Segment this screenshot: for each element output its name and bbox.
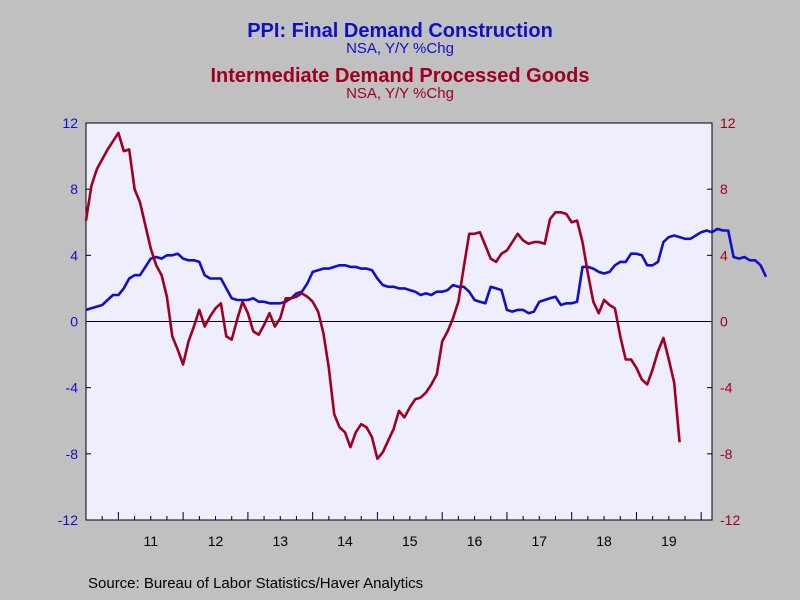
x-tick-label: 14 [337,533,353,549]
y-tick-label-left: 0 [70,314,78,330]
y-tick-label-right: 0 [720,314,728,330]
chart-subtitle-2: NSA, Y/Y %Chg [346,85,454,102]
x-tick-label: 19 [661,533,677,549]
y-tick-label-left: -12 [58,512,78,528]
y-tick-label-left: 8 [70,181,78,197]
y-tick-label-left: 4 [70,247,78,263]
chart-title-1: PPI: Final Demand Construction [247,20,553,42]
source-note: Source: Bureau of Labor Statistics/Haver… [88,575,424,592]
x-tick-label: 16 [467,533,483,549]
chart-title-2: Intermediate Demand Processed Goods [210,65,590,87]
series-line-processed-goods [84,131,681,461]
y-tick-label-right: -8 [720,446,733,462]
y-tick-label-right: 4 [720,247,728,263]
x-tick-label: 18 [596,533,612,549]
y-tick-label-right: 8 [720,181,728,197]
x-tick-label: 12 [208,533,224,549]
series-line-construction [85,227,768,315]
x-tick-label: 17 [532,533,548,549]
y-tick-label-left: -8 [66,446,79,462]
chart-subtitle-1: NSA, Y/Y %Chg [346,40,454,57]
y-tick-label-right: -4 [720,380,733,396]
y-tick-label-left: 12 [62,115,78,131]
x-tick-label: 11 [143,533,158,549]
x-tick-label: 15 [402,533,418,549]
y-tick-label-right: 12 [720,115,736,131]
y-tick-label-right: -12 [720,512,740,528]
y-tick-label-left: -4 [66,380,79,396]
x-tick-label: 13 [272,533,288,549]
